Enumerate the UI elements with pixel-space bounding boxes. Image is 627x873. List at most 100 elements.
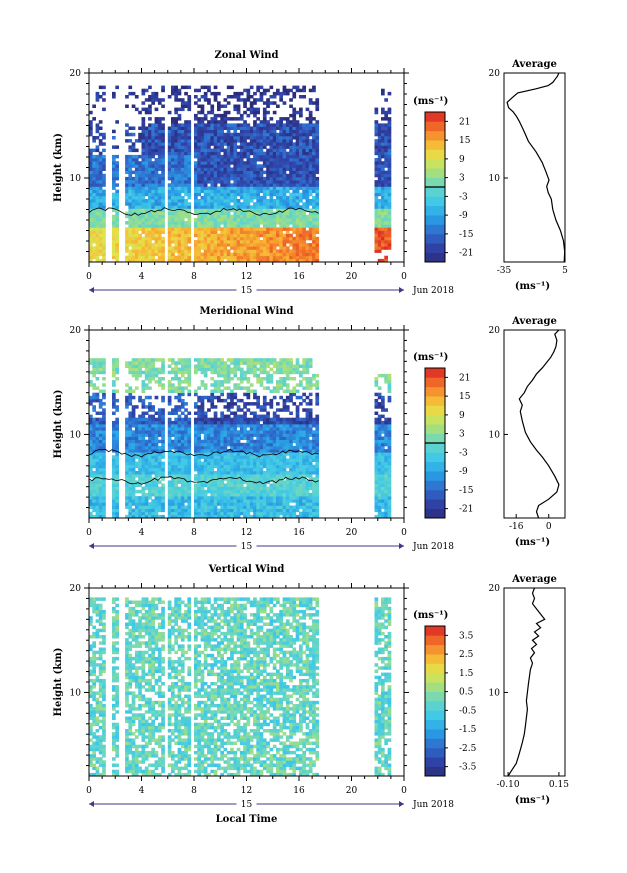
colorbar-tick-label: -15: [459, 230, 474, 240]
heatmap-cell: [92, 436, 96, 440]
heatmap-cell: [220, 164, 224, 168]
heatmap-cell: [246, 240, 251, 244]
heatmap-cell: [210, 383, 215, 387]
heatmap-cell: [381, 132, 385, 137]
heatmap-cell: [200, 145, 205, 149]
heatmap-cell: [171, 217, 175, 222]
heatmap-cell: [246, 136, 251, 140]
heatmap-cell: [141, 214, 146, 219]
heatmap-cell: [138, 496, 142, 500]
heatmap-cell: [197, 449, 201, 453]
heatmap-cell: [187, 480, 192, 484]
heatmap-cell: [299, 173, 303, 178]
heatmap-cell: [226, 233, 231, 238]
heatmap-cell: [171, 464, 175, 469]
heatmap-cell: [226, 176, 231, 181]
heatmap-cell: [285, 246, 290, 250]
heatmap-cell: [217, 176, 221, 181]
heatmap-cell: [112, 436, 116, 440]
heatmap-cell: [151, 370, 155, 375]
heatmap-cell: [269, 101, 274, 105]
heatmap-cell: [213, 505, 218, 509]
heatmap-cell: [141, 227, 146, 231]
heatmap-cell: [112, 158, 116, 162]
heatmap-cell: [197, 514, 201, 519]
heatmap-cell: [200, 240, 205, 244]
heatmap-cell: [151, 214, 155, 219]
heatmap-cell: [315, 249, 320, 253]
heatmap-cell: [207, 445, 211, 450]
heatmap-cell: [112, 373, 116, 378]
heatmap-cell: [174, 424, 178, 428]
heatmap-cell: [102, 214, 106, 219]
heatmap-cell: [220, 205, 224, 209]
heatmap-cell: [236, 398, 241, 403]
heatmap-cell: [194, 113, 198, 118]
heatmap-cell: [92, 361, 96, 365]
heatmap-cell: [220, 258, 224, 263]
heatmap-cell: [210, 502, 215, 506]
heatmap-cell: [217, 258, 221, 263]
heatmap-cell: [302, 158, 306, 162]
heatmap-cell: [249, 240, 254, 244]
heatmap-cell: [98, 508, 103, 513]
heatmap-cell: [210, 370, 215, 375]
heatmap-cell: [207, 499, 211, 503]
heatmap-cell: [92, 464, 96, 469]
heatmap-cell: [128, 208, 133, 212]
heatmap-cell: [253, 217, 257, 222]
heatmap-cell: [272, 224, 277, 228]
heatmap-cell: [276, 205, 280, 209]
heatmap-cell: [167, 464, 172, 469]
heatmap-cell: [92, 427, 96, 431]
heatmap-cell: [246, 258, 251, 263]
heatmap-cell: [239, 205, 244, 209]
heatmap-cell: [102, 449, 106, 453]
heatmap-cell: [98, 240, 103, 244]
heatmap-cell: [302, 136, 306, 140]
heatmap-cell: [266, 123, 270, 127]
heatmap-cell: [174, 126, 178, 130]
heatmap-cell: [177, 452, 182, 456]
heatmap-cell: [144, 151, 149, 156]
heatmap-cell: [295, 139, 300, 143]
heatmap-cell: [249, 249, 254, 253]
heatmap-cell: [249, 126, 254, 130]
heatmap-cell: [154, 467, 159, 472]
heatmap-cell: [174, 110, 178, 115]
heatmap-cell: [95, 224, 100, 228]
heatmap-cell: [213, 211, 218, 216]
heatmap-cell: [174, 176, 178, 181]
heatmap-cell: [305, 183, 310, 187]
heatmap-cell: [180, 224, 185, 228]
heatmap-cell: [305, 202, 310, 206]
heatmap-cell: [299, 113, 303, 118]
heatmap-cell: [154, 211, 159, 216]
heatmap-cell: [138, 161, 142, 165]
heatmap-cell: [213, 496, 218, 500]
heatmap-cell: [89, 414, 93, 419]
heatmap-cell: [282, 158, 287, 162]
heatmap-cell: [210, 483, 215, 487]
heatmap-cell: [315, 205, 320, 209]
heatmap-cell: [141, 364, 146, 368]
heatmap-cell: [171, 186, 175, 190]
heatmap-cell: [144, 214, 149, 219]
heatmap-cell: [177, 511, 182, 516]
heatmap-cell: [226, 402, 231, 406]
heatmap-cell: [377, 129, 382, 134]
heatmap-cell: [210, 176, 215, 181]
heatmap-cell: [154, 180, 159, 184]
heatmap-cell: [95, 358, 100, 362]
heatmap-cell: [223, 120, 228, 124]
heatmap-cell: [295, 255, 300, 260]
heatmap-cell: [180, 142, 185, 146]
heatmap-cell: [180, 492, 185, 497]
heatmap-cell: [98, 230, 103, 234]
heatmap-cell: [262, 170, 267, 175]
heatmap-cell: [174, 386, 178, 390]
heatmap-cell: [217, 161, 221, 165]
heatmap-cell: [115, 164, 119, 168]
heatmap-cell: [102, 439, 106, 444]
heatmap-cell: [144, 455, 149, 459]
